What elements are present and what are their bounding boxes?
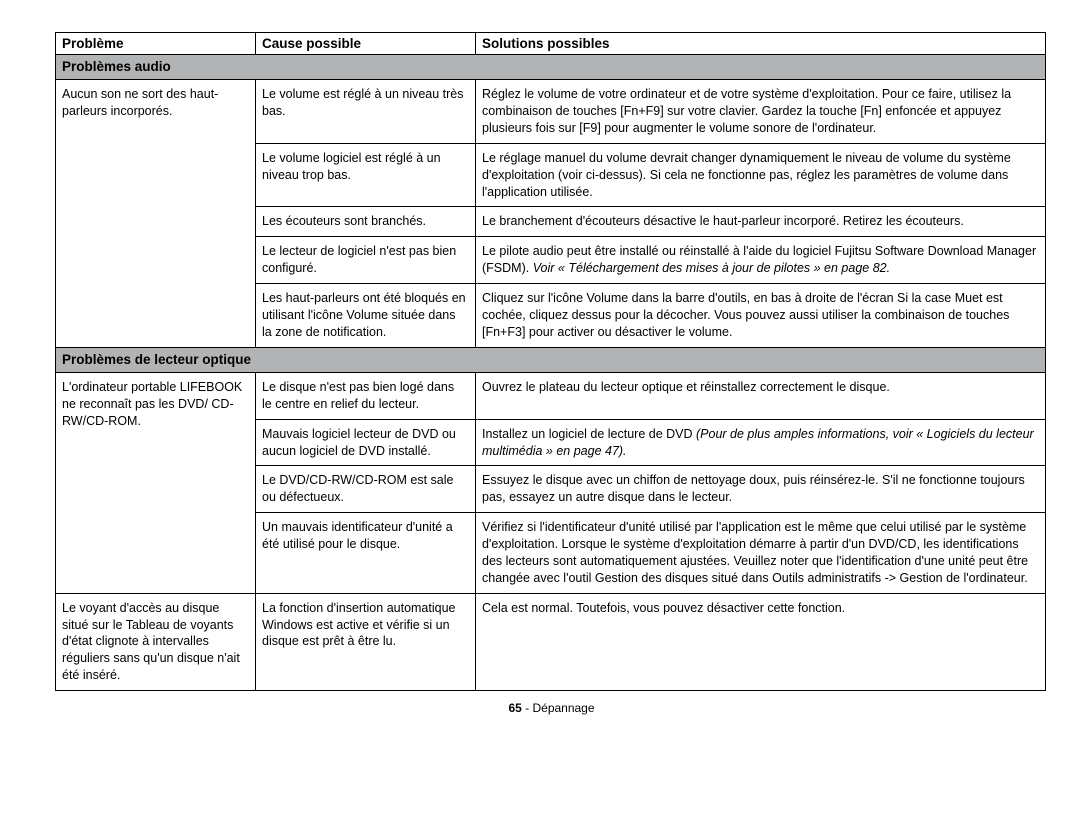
cell-solution: Installez un logiciel de lecture de DVD … [476, 419, 1046, 466]
cell-cause: Le DVD/CD-RW/CD-ROM est sale ou défectue… [256, 466, 476, 513]
section-optical: Problèmes de lecteur optique [56, 347, 1046, 372]
cell-cause: Le volume est réglé à un niveau très bas… [256, 80, 476, 144]
header-row: Problème Cause possible Solutions possib… [56, 33, 1046, 55]
table-row: L'ordinateur portable LIFEBOOK ne reconn… [56, 372, 1046, 419]
cell-solution: Cliquez sur l'icône Volume dans la barre… [476, 284, 1046, 348]
cell-solution: Essuyez le disque avec un chiffon de net… [476, 466, 1046, 513]
cell-cause: Le lecteur de logiciel n'est pas bien co… [256, 237, 476, 284]
cell-problem: Aucun son ne sort des haut-parleurs inco… [56, 80, 256, 348]
footer-label: - Dépannage [522, 701, 595, 715]
header-solution: Solutions possibles [476, 33, 1046, 55]
cell-solution: Réglez le volume de votre ordinateur et … [476, 80, 1046, 144]
header-problem: Problème [56, 33, 256, 55]
table-row: Aucun son ne sort des haut-parleurs inco… [56, 80, 1046, 144]
cell-solution: Cela est normal. Toutefois, vous pouvez … [476, 593, 1046, 690]
cell-solution: Vérifiez si l'identificateur d'unité uti… [476, 513, 1046, 594]
cell-cause: Mauvais logiciel lecteur de DVD ou aucun… [256, 419, 476, 466]
cell-solution: Le pilote audio peut être installé ou ré… [476, 237, 1046, 284]
page-footer: 65 - Dépannage [55, 701, 1048, 715]
cell-solution: Le réglage manuel du volume devrait chan… [476, 143, 1046, 207]
page-number: 65 [508, 701, 521, 715]
cell-cause: Les écouteurs sont branchés. [256, 207, 476, 237]
cell-problem: L'ordinateur portable LIFEBOOK ne reconn… [56, 372, 256, 593]
table-row: Le voyant d'accès au disque situé sur le… [56, 593, 1046, 690]
section-audio-title: Problèmes audio [56, 55, 1046, 80]
troubleshooting-table: Problème Cause possible Solutions possib… [55, 32, 1046, 691]
cell-cause: Le disque n'est pas bien logé dans le ce… [256, 372, 476, 419]
cell-solution: Le branchement d'écouteurs désactive le … [476, 207, 1046, 237]
cell-cause: Un mauvais identificateur d'unité a été … [256, 513, 476, 594]
cell-problem: Le voyant d'accès au disque situé sur le… [56, 593, 256, 690]
cell-cause: Les haut-parleurs ont été bloqués en uti… [256, 284, 476, 348]
cell-cause: Le volume logiciel est réglé à un niveau… [256, 143, 476, 207]
section-optical-title: Problèmes de lecteur optique [56, 347, 1046, 372]
cell-cause: La fonction d'insertion automatique Wind… [256, 593, 476, 690]
section-audio: Problèmes audio [56, 55, 1046, 80]
cell-solution: Ouvrez le plateau du lecteur optique et … [476, 372, 1046, 419]
header-cause: Cause possible [256, 33, 476, 55]
